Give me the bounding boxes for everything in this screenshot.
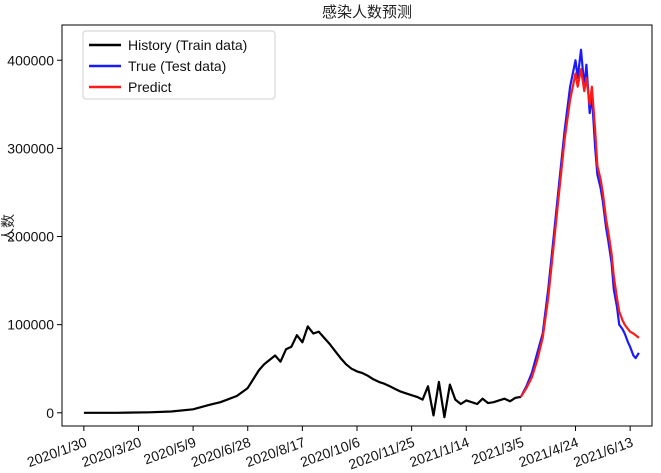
x-tick-label-9: 2021/4/24 xyxy=(517,434,581,470)
x-tick-label-7: 2021/1/14 xyxy=(407,434,471,470)
x-tick-label-3: 2020/6/28 xyxy=(189,434,253,470)
series-line-2 xyxy=(519,67,640,398)
legend: History (Train data) True (Test data) Pred… xyxy=(82,30,276,100)
y-tick-label-4: 400000 xyxy=(7,52,54,68)
y-tick-label-0: 0 xyxy=(46,405,54,421)
legend-box xyxy=(82,30,276,100)
legend-label-0: History (Train data) xyxy=(128,37,247,53)
x-tick-label-10: 2021/6/13 xyxy=(571,434,635,470)
x-tick-label-1: 2020/3/20 xyxy=(79,434,143,470)
y-axis-label: 人数 xyxy=(1,214,17,242)
y-axis: 0 100000 200000 300000 400000 xyxy=(7,52,62,421)
series-line-0 xyxy=(83,325,522,419)
x-axis: 2020/1/302020/3/202020/5/92020/6/282020/… xyxy=(25,426,635,472)
y-tick-label-3: 300000 xyxy=(7,140,54,156)
series-line-1 xyxy=(519,48,640,398)
legend-label-2: Predict xyxy=(128,79,172,95)
x-tick-label-8: 2021/3/5 xyxy=(469,434,526,468)
chart-title: 感染人数预测 xyxy=(322,3,412,21)
x-tick-label-2: 2020/5/9 xyxy=(141,434,198,468)
x-tick-label-0: 2020/1/30 xyxy=(25,434,89,470)
x-tick-label-4: 2020/8/17 xyxy=(243,434,307,470)
legend-label-1: True (Test data) xyxy=(128,58,226,74)
y-tick-label-2: 200000 xyxy=(7,229,54,245)
series-group xyxy=(83,48,640,419)
y-tick-label-1: 100000 xyxy=(7,317,54,333)
